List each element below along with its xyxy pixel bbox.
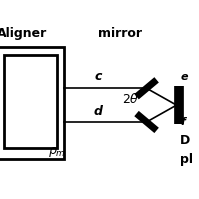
Text: $\rho_m$: $\rho_m$ — [48, 145, 66, 159]
Text: f: f — [180, 117, 185, 127]
Bar — [4, 55, 57, 148]
Text: e: e — [180, 72, 188, 82]
Text: mirror: mirror — [98, 27, 142, 40]
Text: $2\theta$: $2\theta$ — [122, 93, 139, 106]
Text: Aligner: Aligner — [0, 27, 47, 40]
Text: d: d — [93, 105, 102, 118]
Text: c: c — [94, 70, 101, 83]
Text: pl: pl — [180, 153, 193, 166]
Bar — [0, 47, 64, 159]
Text: D: D — [180, 134, 190, 147]
